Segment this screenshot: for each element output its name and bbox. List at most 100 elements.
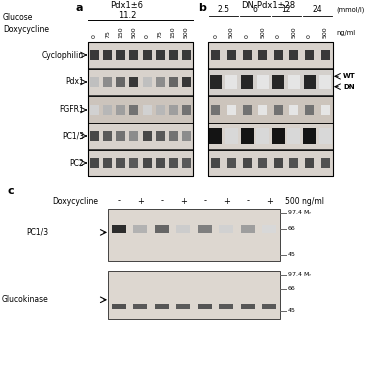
Bar bbox=[143, 76, 151, 87]
Bar bbox=[227, 105, 236, 115]
Text: 500: 500 bbox=[229, 26, 234, 38]
Bar bbox=[198, 225, 212, 233]
Bar bbox=[288, 75, 300, 89]
Text: 45: 45 bbox=[288, 253, 296, 258]
Bar bbox=[143, 105, 151, 115]
Bar bbox=[256, 127, 269, 145]
Bar bbox=[130, 158, 138, 168]
Bar bbox=[112, 225, 126, 233]
Bar bbox=[130, 131, 138, 141]
Bar bbox=[169, 105, 178, 115]
Bar bbox=[88, 150, 193, 176]
Bar bbox=[156, 105, 165, 115]
Bar bbox=[90, 76, 99, 87]
Bar bbox=[143, 50, 151, 60]
Bar bbox=[319, 75, 331, 89]
Bar bbox=[243, 158, 251, 168]
Bar bbox=[116, 158, 125, 168]
Bar bbox=[156, 158, 165, 168]
Bar bbox=[321, 50, 330, 60]
Text: 0: 0 bbox=[307, 34, 312, 38]
Text: Glucose: Glucose bbox=[3, 12, 33, 22]
Text: 97.4 Mᵣ: 97.4 Mᵣ bbox=[288, 210, 311, 216]
Bar bbox=[262, 225, 276, 233]
Text: 11.2: 11.2 bbox=[118, 11, 136, 19]
Bar bbox=[226, 75, 238, 89]
Bar bbox=[211, 50, 220, 60]
Bar bbox=[319, 127, 332, 145]
Bar bbox=[90, 158, 99, 168]
Text: Pdx1±6: Pdx1±6 bbox=[111, 0, 143, 10]
Bar bbox=[88, 96, 193, 124]
Text: 75: 75 bbox=[158, 30, 163, 38]
Bar bbox=[133, 225, 147, 233]
Text: 66: 66 bbox=[288, 287, 296, 291]
Text: a: a bbox=[75, 3, 82, 13]
Text: +: + bbox=[180, 197, 187, 205]
Text: PC1/3: PC1/3 bbox=[26, 228, 48, 237]
Bar bbox=[88, 42, 193, 176]
Text: (mmol/l): (mmol/l) bbox=[336, 7, 364, 13]
Bar bbox=[169, 131, 178, 141]
Text: 0: 0 bbox=[92, 34, 97, 38]
Bar bbox=[289, 50, 299, 60]
Text: 0: 0 bbox=[276, 34, 281, 38]
Bar bbox=[241, 225, 255, 233]
Bar bbox=[209, 127, 222, 145]
Bar bbox=[116, 50, 125, 60]
Text: b: b bbox=[198, 3, 206, 13]
Bar bbox=[288, 127, 300, 145]
Bar bbox=[156, 76, 165, 87]
Bar bbox=[210, 75, 222, 89]
Bar bbox=[243, 105, 251, 115]
Bar bbox=[88, 123, 193, 149]
Bar bbox=[116, 76, 125, 87]
Bar bbox=[258, 50, 267, 60]
Text: Glucokinase: Glucokinase bbox=[1, 295, 48, 304]
Bar bbox=[274, 105, 283, 115]
Bar bbox=[208, 150, 333, 176]
Bar bbox=[156, 50, 165, 60]
Text: -: - bbox=[117, 197, 120, 205]
Bar bbox=[90, 50, 99, 60]
Text: 150: 150 bbox=[118, 26, 123, 38]
Bar bbox=[321, 105, 330, 115]
Text: PC2: PC2 bbox=[69, 158, 84, 168]
Bar bbox=[143, 131, 151, 141]
Bar bbox=[208, 96, 333, 124]
Bar bbox=[90, 105, 99, 115]
Text: DN: DN bbox=[343, 84, 355, 90]
Text: 0: 0 bbox=[213, 34, 218, 38]
Bar bbox=[211, 158, 220, 168]
Text: Pdx1: Pdx1 bbox=[65, 78, 84, 86]
Bar bbox=[103, 131, 112, 141]
Text: 500: 500 bbox=[184, 26, 189, 38]
Bar bbox=[155, 225, 169, 233]
Bar bbox=[169, 76, 178, 87]
Bar bbox=[257, 75, 269, 89]
Bar bbox=[182, 131, 191, 141]
Text: WT: WT bbox=[343, 73, 356, 79]
Text: +: + bbox=[223, 197, 230, 205]
Text: 500: 500 bbox=[260, 26, 265, 38]
Bar bbox=[303, 127, 316, 145]
Bar bbox=[289, 158, 299, 168]
Bar bbox=[274, 50, 283, 60]
Bar bbox=[272, 127, 285, 145]
Bar bbox=[176, 225, 190, 233]
Text: 6: 6 bbox=[253, 5, 257, 15]
Bar bbox=[208, 68, 333, 96]
Bar bbox=[305, 50, 314, 60]
Bar bbox=[227, 158, 236, 168]
Bar bbox=[103, 76, 112, 87]
Text: 2.5: 2.5 bbox=[218, 5, 230, 15]
Bar bbox=[176, 304, 190, 309]
Text: 0: 0 bbox=[245, 34, 250, 38]
Bar bbox=[133, 304, 147, 309]
Text: DN-Pdx1±28: DN-Pdx1±28 bbox=[241, 0, 295, 10]
Text: ng/ml: ng/ml bbox=[336, 30, 355, 36]
Text: 75: 75 bbox=[105, 30, 110, 38]
Bar bbox=[103, 105, 112, 115]
Bar bbox=[258, 158, 267, 168]
Bar bbox=[112, 304, 126, 309]
